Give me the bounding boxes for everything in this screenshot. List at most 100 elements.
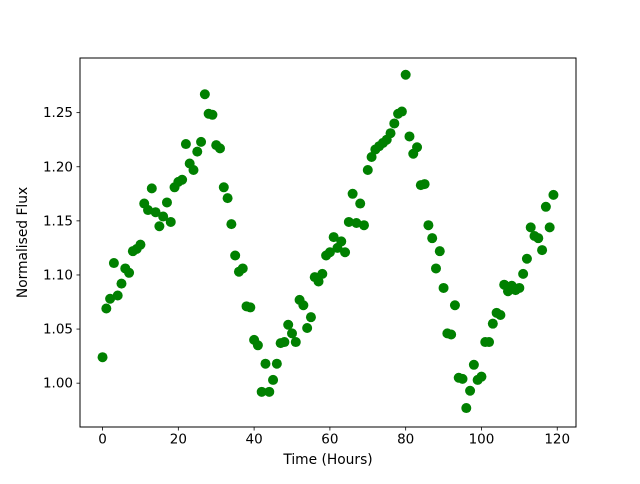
data-point <box>434 246 445 257</box>
x-tick-label: 0 <box>98 432 107 448</box>
data-point <box>207 109 218 120</box>
data-point <box>108 258 119 269</box>
x-tick-label: 100 <box>469 432 495 448</box>
data-point <box>324 247 335 258</box>
axes-spines <box>79 57 577 428</box>
data-point <box>143 205 154 216</box>
data-point <box>351 218 362 229</box>
data-point <box>340 247 351 258</box>
data-point <box>226 219 237 230</box>
data-point <box>218 182 229 193</box>
x-tick-label: 20 <box>170 432 187 448</box>
data-point <box>252 340 263 351</box>
data-point <box>215 143 226 154</box>
data-point <box>385 128 396 139</box>
data-point <box>438 282 449 293</box>
data-point <box>476 371 487 382</box>
data-point <box>525 222 536 233</box>
data-point <box>260 358 271 369</box>
data-point <box>518 268 529 279</box>
data-point <box>161 197 172 208</box>
data-point <box>287 328 297 339</box>
data-point <box>268 374 279 385</box>
data-point <box>449 300 460 311</box>
data-point <box>362 165 373 175</box>
data-point <box>355 198 366 209</box>
data-point <box>359 220 369 231</box>
y-tick-label: 1.15 <box>43 213 73 229</box>
y-tick-label: 1.00 <box>43 376 73 392</box>
data-point <box>544 222 555 233</box>
data-point <box>290 337 301 348</box>
data-point <box>514 282 525 293</box>
data-point <box>158 211 169 222</box>
data-point <box>313 276 324 287</box>
data-points <box>97 69 559 414</box>
data-point <box>305 312 316 323</box>
data-point <box>343 216 354 227</box>
x-tick-label: 40 <box>246 432 263 448</box>
data-point <box>222 193 233 204</box>
data-point <box>245 302 256 313</box>
data-point <box>548 189 559 200</box>
data-point <box>230 250 241 261</box>
data-point <box>264 386 275 397</box>
data-point <box>336 236 347 247</box>
data-point <box>400 69 411 80</box>
data-point <box>150 207 161 218</box>
data-point <box>423 220 434 231</box>
data-point <box>165 216 176 227</box>
data-point <box>521 253 532 264</box>
data-point <box>105 293 116 304</box>
data-point <box>256 386 267 397</box>
data-point <box>328 232 339 243</box>
data-point <box>180 139 191 150</box>
x-axis-label: Time (Hours) <box>282 452 372 468</box>
y-tick-label: 1.25 <box>43 105 73 121</box>
data-point <box>192 146 203 157</box>
data-point <box>465 385 476 396</box>
data-point <box>537 245 548 256</box>
data-point <box>112 290 123 301</box>
y-tick-label: 1.05 <box>43 322 73 338</box>
x-tick-label: 60 <box>321 432 338 448</box>
data-point <box>427 233 438 244</box>
data-point <box>446 329 457 340</box>
data-point <box>283 319 294 330</box>
data-point <box>430 263 441 274</box>
data-point <box>101 303 112 314</box>
data-point <box>177 174 188 185</box>
data-point <box>412 142 423 153</box>
data-point <box>196 136 207 147</box>
data-point <box>271 358 282 369</box>
data-point <box>468 359 479 370</box>
data-point <box>347 188 358 199</box>
data-point <box>97 352 108 363</box>
data-point <box>302 322 313 333</box>
data-point <box>124 267 135 278</box>
data-point <box>540 201 551 212</box>
data-point <box>419 179 430 190</box>
data-point <box>366 152 377 163</box>
data-point <box>533 233 544 244</box>
data-point <box>487 318 498 329</box>
data-point <box>495 310 506 320</box>
plot-area <box>80 58 576 427</box>
axis-ticks: 0 20 40 60 80 100 120 1.00 1.05 1.10 1.15 1.20 1.25 <box>43 105 570 447</box>
x-tick-label: 80 <box>397 432 414 448</box>
data-point <box>135 239 146 250</box>
data-point <box>116 278 127 289</box>
y-axis-label: Normalised Flux <box>15 187 31 298</box>
data-point <box>389 118 400 129</box>
data-point <box>237 263 248 274</box>
data-point <box>298 300 309 311</box>
data-point <box>457 373 468 384</box>
data-point <box>484 337 495 348</box>
data-point <box>317 268 328 279</box>
data-point <box>396 106 407 117</box>
data-point <box>461 403 472 414</box>
data-point <box>188 165 199 175</box>
data-point <box>154 221 165 232</box>
